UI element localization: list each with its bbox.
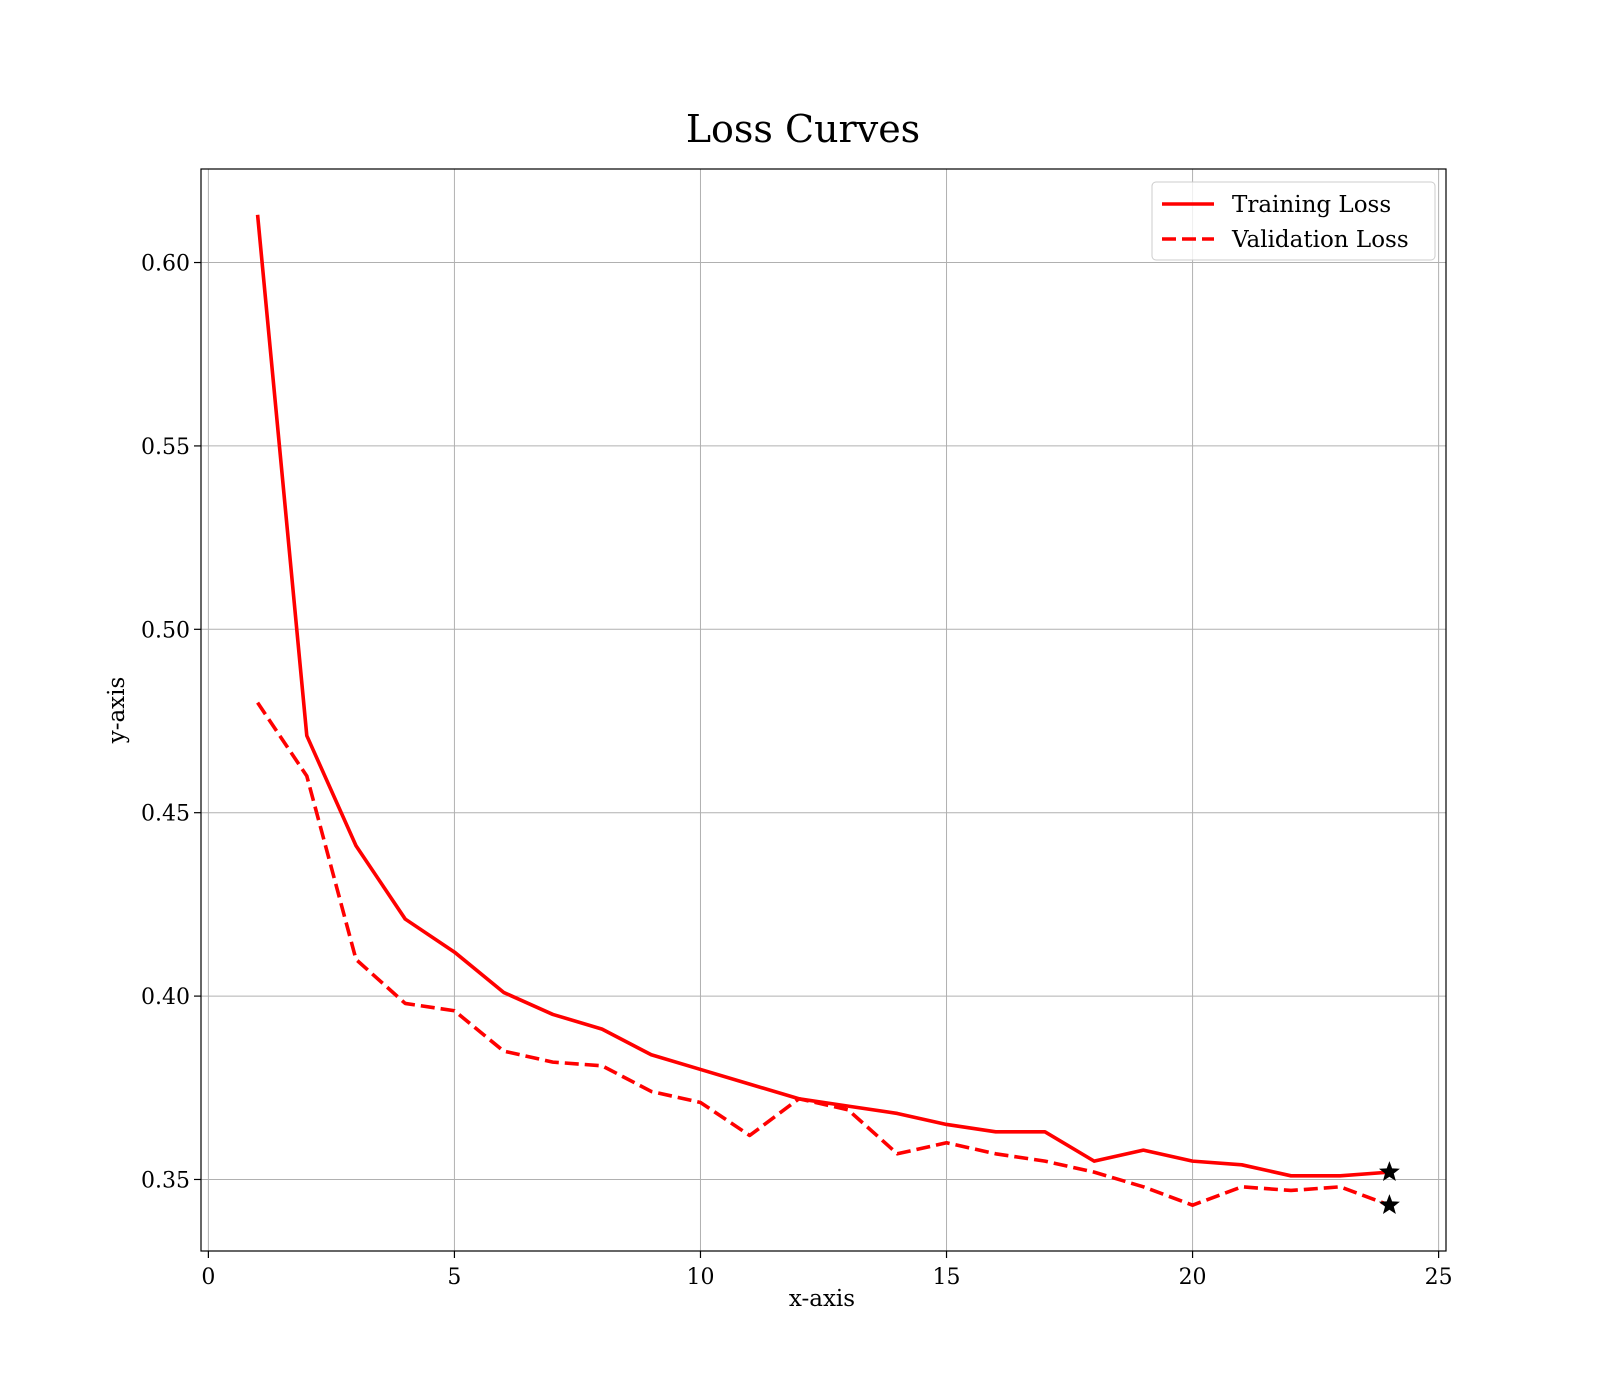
x-tick-label-1: 5 [447,1265,461,1290]
validation-loss-star-marker [1378,1194,1400,1215]
training-loss-line [255,214,1390,1178]
validation-loss-line [256,701,1391,1207]
y-tick-label-4: 0.55 [141,435,190,460]
training-loss-star-marker [1378,1161,1400,1182]
chart-title: Loss Curves [686,107,920,151]
series-lines [255,214,1391,1207]
legend-validation-label: Validation Loss [1231,227,1409,253]
y-axis-label: y-axis [104,677,130,745]
x-axis-label: x-axis [789,1286,855,1312]
legend-training-label: Training Loss [1232,192,1391,218]
y-axis-ticks: 0.35 0.40 0.45 0.50 0.55 0.60 [141,252,201,1193]
plot-frame [200,168,1447,1252]
end-markers [1378,1161,1400,1215]
y-tick-label-1: 0.40 [141,985,190,1010]
x-tick-label-5: 25 [1425,1265,1453,1290]
y-tick-label-5: 0.60 [141,252,190,277]
legend-box [1151,181,1436,261]
y-tick-label-2: 0.45 [141,802,190,827]
grid [201,169,1446,1251]
x-tick-label-4: 20 [1179,1265,1207,1290]
y-tick-label-0: 0.35 [141,1168,190,1193]
x-axis-ticks: 0 5 10 15 20 25 [201,1251,1453,1290]
x-tick-label-0: 0 [201,1265,215,1290]
legend: Training Loss Validation Loss [1151,181,1436,261]
x-tick-label-2: 10 [686,1265,714,1290]
y-tick-label-3: 0.50 [141,618,190,643]
x-tick-label-3: 15 [933,1265,961,1290]
